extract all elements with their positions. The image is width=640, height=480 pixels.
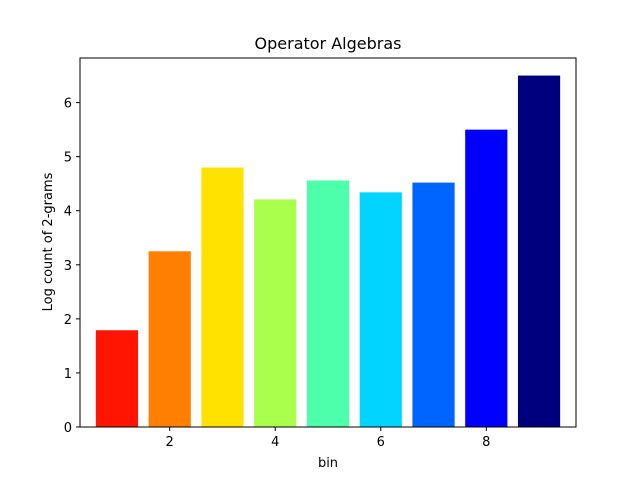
y-tick-label-1: 1 — [64, 367, 72, 382]
x-tick-label-6: 6 — [377, 435, 385, 450]
y-tick-label-0: 0 — [64, 421, 72, 436]
bar-2 — [148, 251, 191, 427]
bar-4 — [254, 199, 297, 427]
chart-title: Operator Algebras — [255, 34, 402, 53]
bar-8 — [465, 129, 508, 427]
y-axis-label: Log count of 2-grams — [41, 172, 56, 311]
bar-1 — [95, 330, 139, 427]
bars-group — [95, 75, 561, 428]
y-tick-label-2: 2 — [64, 313, 72, 328]
x-tick-label-2: 2 — [166, 435, 174, 450]
y-axis: 0 1 2 3 4 5 6 — [64, 97, 80, 436]
y-tick-label-4: 4 — [64, 205, 72, 220]
x-tick-label-4: 4 — [271, 435, 279, 450]
bar-3 — [201, 167, 244, 427]
y-tick-label-6: 6 — [64, 97, 72, 112]
bar-6 — [359, 192, 402, 427]
bar-7 — [412, 182, 455, 427]
bar-5 — [306, 180, 350, 427]
bar-9 — [517, 75, 561, 428]
y-tick-label-5: 5 — [64, 151, 72, 166]
y-tick-label-3: 3 — [64, 259, 72, 274]
x-axis-label: bin — [318, 456, 338, 471]
x-tick-label-8: 8 — [482, 435, 490, 450]
plot-frame — [79, 57, 577, 428]
x-axis: 2 4 6 8 — [166, 427, 490, 450]
